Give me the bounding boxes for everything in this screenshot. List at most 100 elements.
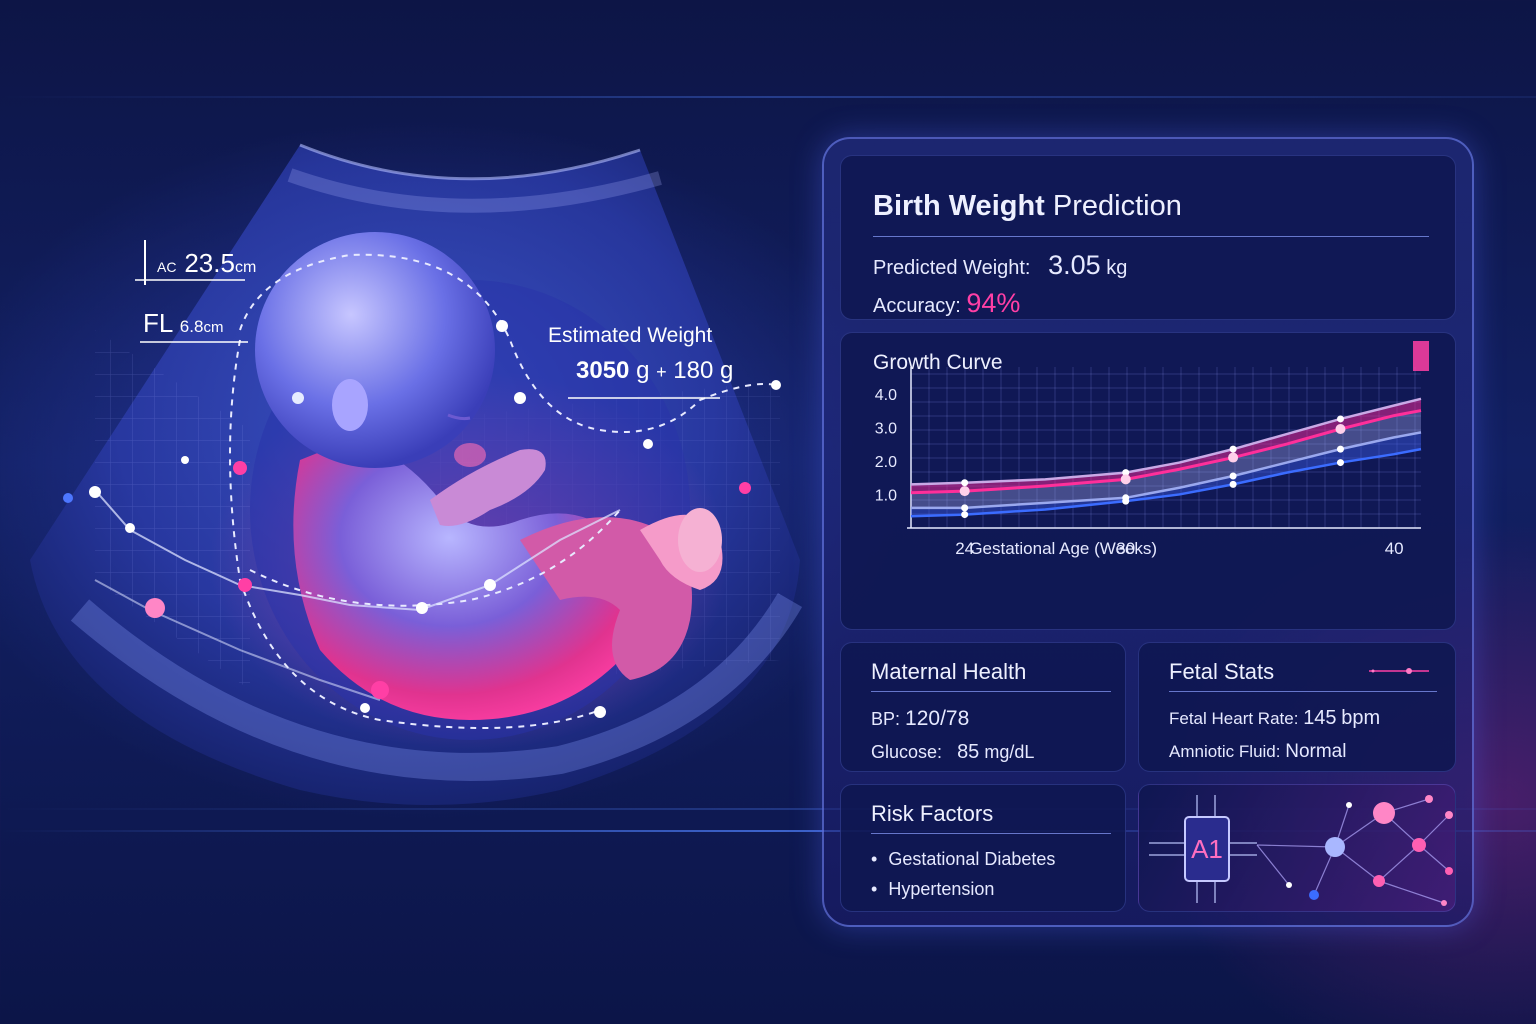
amniotic-fluid-value: Normal bbox=[1285, 741, 1347, 762]
heart-rate-row: Fetal Heart Rate: 145 bpm bbox=[1169, 707, 1380, 730]
fl-label: FL bbox=[143, 308, 174, 338]
accuracy-value: 94% bbox=[966, 288, 1021, 318]
fetal-stats-card: Fetal Stats Fetal Heart Rate: 145 bpm Am… bbox=[1138, 642, 1456, 772]
prediction-card: Birth Weight Prediction Predicted Weight… bbox=[840, 155, 1456, 320]
bullet-icon: • bbox=[871, 879, 878, 899]
glucose-label: Glucose: bbox=[871, 742, 943, 762]
growth-series-line bbox=[910, 397, 1422, 486]
predicted-weight-row: Predicted Weight: 3.05 kg bbox=[873, 250, 1127, 281]
growth-data-point bbox=[1229, 472, 1237, 480]
x-tick-label: 24 bbox=[955, 539, 974, 558]
growth-data-point bbox=[1229, 445, 1237, 453]
x-axis-label: Gestational Age (Weeks) bbox=[969, 539, 1157, 558]
ultrasound-scene: AC 23.5cm FL 6.8cm Estimated Weight 3050… bbox=[30, 143, 803, 805]
est-unit1: g bbox=[636, 357, 650, 384]
amniotic-fluid-label: Amniotic Fluid: bbox=[1169, 742, 1281, 761]
bottom-divider-line bbox=[0, 830, 1536, 832]
bp-row: BP: 120/78 bbox=[871, 707, 969, 731]
fl-measurement: FL 6.8cm bbox=[143, 308, 223, 339]
growth-series-line bbox=[910, 447, 1422, 518]
heart-rate-label: Fetal Heart Rate: bbox=[1169, 709, 1299, 728]
ac-label: AC bbox=[157, 259, 177, 275]
risk-item: • Hypertension bbox=[871, 879, 994, 900]
growth-data-point bbox=[961, 479, 969, 487]
neural-network-graphic: A1 bbox=[1149, 795, 1453, 906]
growth-data-point bbox=[1336, 445, 1344, 453]
ultrasound-image bbox=[30, 143, 803, 805]
maternal-health-card: Maternal Health BP: 120/78 Glucose: 85 m… bbox=[840, 642, 1126, 772]
prediction-title-bold: Birth Weight bbox=[873, 190, 1045, 222]
estimated-weight-label: Estimated Weight bbox=[548, 324, 713, 347]
growth-curve-title: Growth Curve bbox=[873, 351, 1003, 374]
predicted-weight-unit: kg bbox=[1106, 257, 1128, 279]
estimated-weight-value: 3050 g + 180 g bbox=[576, 357, 733, 385]
growth-data-point bbox=[1336, 415, 1344, 423]
bullet-icon: • bbox=[871, 849, 878, 869]
growth-data-point bbox=[959, 486, 970, 497]
growth-data-point bbox=[1228, 452, 1239, 463]
growth-band-middle bbox=[911, 410, 1421, 508]
y-tick-label: 4.0 bbox=[875, 387, 897, 404]
predicted-weight-label: Predicted Weight: bbox=[873, 257, 1031, 279]
bottom-divider-line-2 bbox=[0, 808, 1536, 810]
glucose-row: Glucose: 85 mg/dL bbox=[871, 741, 1034, 764]
growth-data-point bbox=[1122, 497, 1130, 505]
growth-data-point bbox=[1335, 424, 1346, 435]
fetal-stats-sparkline-icon bbox=[1369, 668, 1429, 674]
est-plusminus: + bbox=[656, 362, 667, 382]
y-tick-label: 1.0 bbox=[875, 487, 897, 504]
growth-data-point bbox=[1336, 459, 1344, 467]
growth-data-point bbox=[961, 504, 969, 512]
y-tick-label: 3.0 bbox=[875, 420, 897, 437]
accuracy-label: Accuracy: bbox=[873, 295, 961, 317]
prediction-title-rest: Prediction bbox=[1052, 190, 1182, 222]
x-tick-label: 30 bbox=[1116, 539, 1135, 558]
ai-chip-icon bbox=[1184, 816, 1230, 882]
risk-factors-title: Risk Factors bbox=[871, 801, 994, 826]
dashboard-panel: Birth Weight Prediction Predicted Weight… bbox=[822, 137, 1474, 927]
risk-item: • Gestational Diabetes bbox=[871, 849, 1055, 870]
ai-chip-label: A1 bbox=[1191, 834, 1223, 864]
x-tick-label: 40 bbox=[1385, 539, 1404, 558]
growth-series-line bbox=[911, 431, 1422, 510]
ac-value: 23.5 bbox=[184, 248, 235, 278]
ai-network-card: A1 bbox=[1138, 784, 1456, 912]
ac-measurement: AC 23.5cm bbox=[157, 248, 256, 279]
growth-series-line bbox=[910, 409, 1422, 495]
fl-unit: cm bbox=[203, 319, 224, 336]
est-margin: 180 bbox=[673, 357, 714, 384]
maternal-divider bbox=[871, 691, 1111, 692]
growth-curve-card: Growth Curve 4.0 3.0 2.0 1.0 24 30 40 Gestation… bbox=[840, 332, 1456, 630]
growth-data-point bbox=[961, 511, 969, 519]
y-tick-label: 2.0 bbox=[875, 454, 897, 471]
fl-value: 6.8 bbox=[179, 317, 204, 336]
risk-divider bbox=[871, 833, 1111, 834]
predicted-weight-value: 3.05 bbox=[1048, 250, 1101, 280]
accuracy-row: Accuracy: 94% bbox=[873, 288, 1020, 319]
ac-unit: cm bbox=[234, 259, 257, 276]
growth-data-point bbox=[1229, 480, 1237, 488]
bp-label: BP: bbox=[871, 709, 901, 729]
growth-end-marker bbox=[1413, 341, 1429, 371]
growth-curve-chart: 4.0 3.0 2.0 1.0 24 30 40 Gestational Age (Weeks… bbox=[875, 341, 1429, 558]
growth-data-point bbox=[1120, 474, 1131, 485]
risk-item-label: Hypertension bbox=[888, 879, 995, 899]
heart-rate-unit: bpm bbox=[1341, 707, 1381, 729]
scan-data-dots bbox=[63, 320, 781, 718]
fetal-stats-title: Fetal Stats bbox=[1169, 659, 1275, 684]
prediction-divider bbox=[873, 236, 1429, 237]
glucose-unit: mg/dL bbox=[984, 742, 1035, 762]
risk-item-label: Gestational Diabetes bbox=[888, 849, 1056, 869]
bp-value: 120/78 bbox=[905, 707, 970, 730]
amniotic-fluid-row: Amniotic Fluid: Normal bbox=[1169, 741, 1346, 763]
fetal-divider bbox=[1169, 691, 1437, 692]
est-unit2: g bbox=[720, 357, 734, 384]
top-divider-line bbox=[0, 96, 1536, 98]
heart-rate-value: 145 bbox=[1303, 707, 1337, 729]
risk-factors-card: Risk Factors • Gestational Diabetes • Hy… bbox=[840, 784, 1126, 912]
growth-data-point bbox=[1122, 469, 1130, 477]
glucose-value: 85 bbox=[957, 741, 980, 763]
est-value: 3050 bbox=[576, 357, 630, 384]
prediction-title: Birth Weight Prediction bbox=[873, 190, 1182, 223]
maternal-health-title: Maternal Health bbox=[871, 659, 1027, 684]
